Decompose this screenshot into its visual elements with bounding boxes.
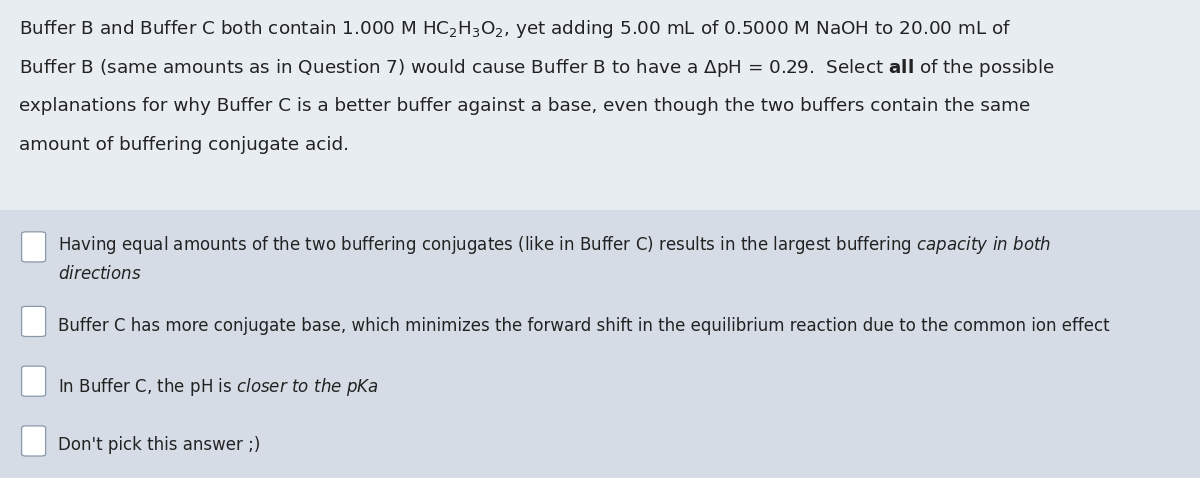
- Text: Buffer B and Buffer C both contain 1.000 M HC$_2$H$_3$O$_2$, yet adding 5.00 mL : Buffer B and Buffer C both contain 1.000…: [19, 18, 1012, 40]
- Text: In Buffer C, the pH is $\it{closer\ to\ the\ pKa}$: In Buffer C, the pH is $\it{closer\ to\ …: [58, 377, 378, 399]
- Text: explanations for why Buffer C is a better buffer against a base, even though the: explanations for why Buffer C is a bette…: [19, 97, 1031, 115]
- Text: Buffer B (same amounts as in Question 7) would cause Buffer B to have a $\Delta$: Buffer B (same amounts as in Question 7)…: [19, 57, 1055, 79]
- Text: amount of buffering conjugate acid.: amount of buffering conjugate acid.: [19, 136, 349, 154]
- Text: Don't pick this answer ;): Don't pick this answer ;): [58, 436, 260, 454]
- Text: Having equal amounts of the two buffering conjugates (like in Buffer C) results : Having equal amounts of the two bufferin…: [58, 233, 1051, 256]
- Text: Buffer C has more conjugate base, which minimizes the forward shift in the equil: Buffer C has more conjugate base, which …: [58, 316, 1109, 335]
- Text: $\it{directions}$: $\it{directions}$: [58, 265, 142, 283]
